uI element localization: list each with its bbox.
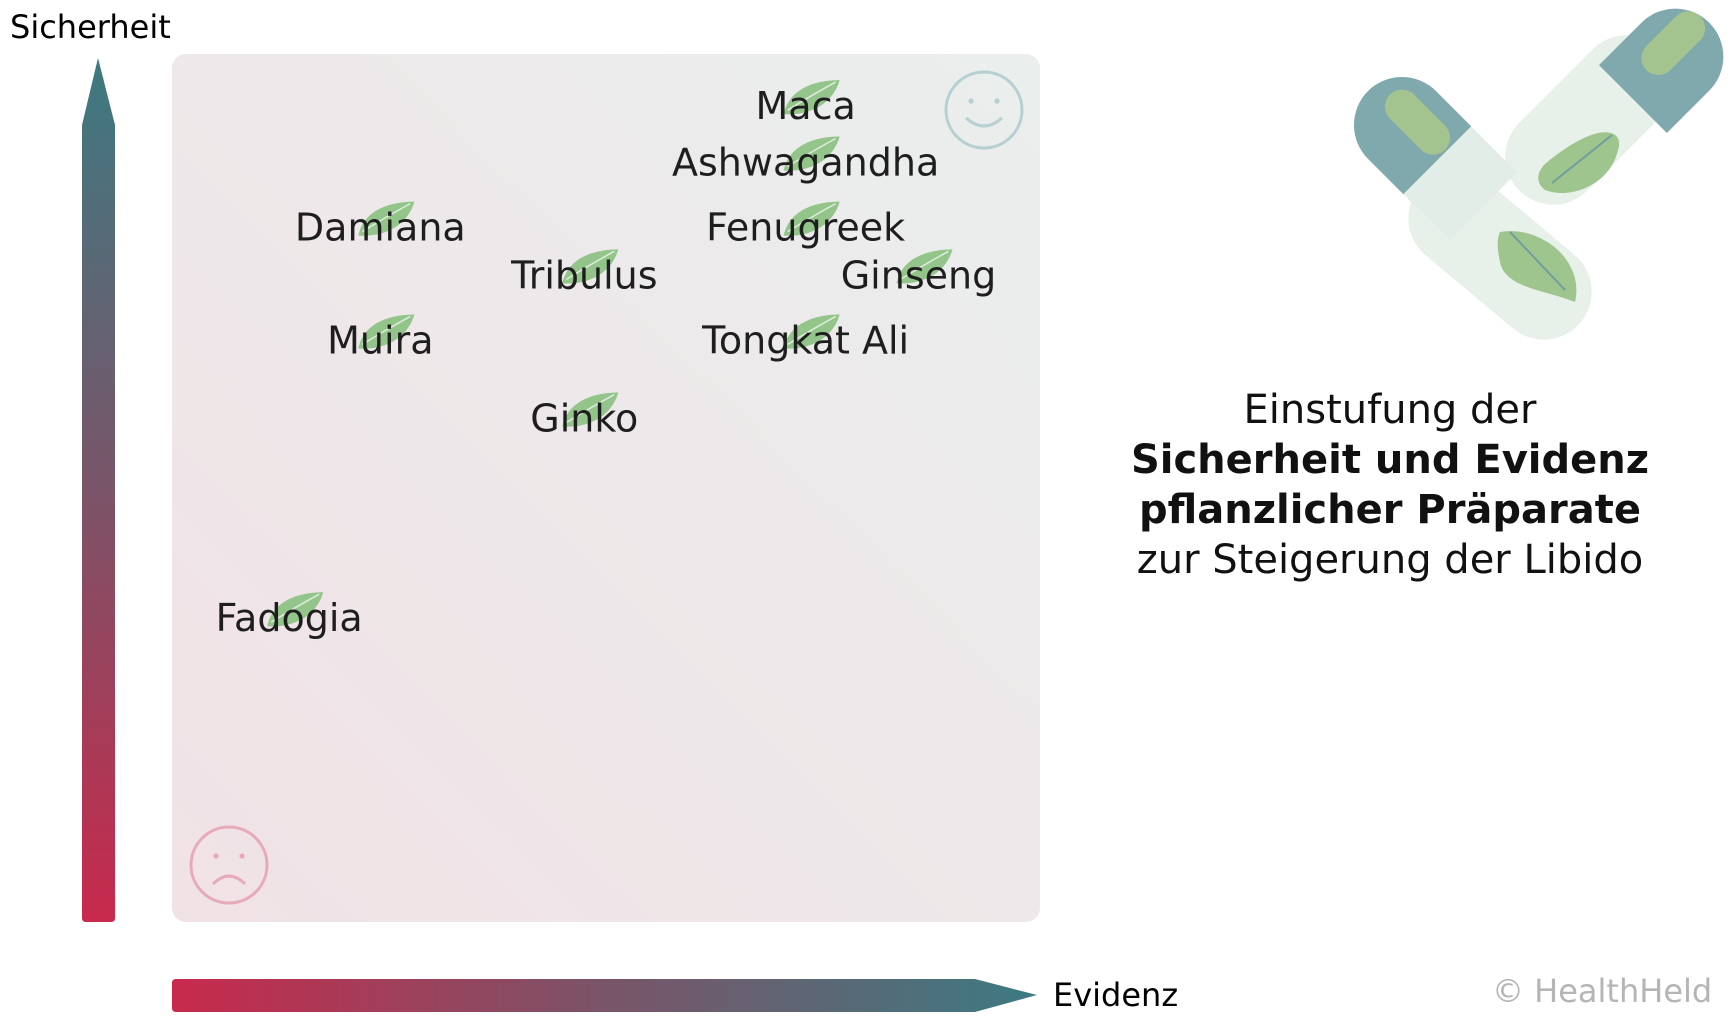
title-line-3: pflanzlicher Präparate xyxy=(1138,487,1642,533)
leaf-marker-icon xyxy=(783,80,840,115)
title-line-1: Einstufung der xyxy=(1243,387,1537,433)
plot-area xyxy=(172,54,1040,922)
leaf-vein xyxy=(787,315,836,346)
chart-title: Einstufung der Sicherheit und Evidenz pf… xyxy=(1090,385,1690,585)
point-label: Fenugreek xyxy=(706,206,905,250)
smiley-icon xyxy=(944,70,1024,150)
x-axis-label: Evidenz xyxy=(1053,976,1178,1014)
point-label: Damiana xyxy=(295,206,466,250)
leaf-vein xyxy=(787,202,836,233)
point-label: Muira xyxy=(327,318,433,362)
point-label: Tongkat Ali xyxy=(701,318,909,362)
data-point: Maca xyxy=(756,80,856,128)
copyright-credit: © HealthHeld xyxy=(1492,972,1713,1010)
leaf-vein xyxy=(787,81,836,111)
point-label: Ginseng xyxy=(841,253,996,297)
data-point: Damiana xyxy=(295,201,466,250)
y-axis-arrow xyxy=(82,58,115,922)
leaf-vein xyxy=(361,315,411,346)
point-label: Maca xyxy=(756,84,856,128)
data-point: Ginseng xyxy=(841,249,996,297)
data-point: Fenugreek xyxy=(706,201,905,250)
data-point: Tongkat Ali xyxy=(701,314,909,362)
y-axis-label: Sicherheit xyxy=(10,8,171,46)
data-point: Ashwagandha xyxy=(672,136,939,185)
herbal-capsules-icon xyxy=(1353,8,1724,340)
point-label: Ashwagandha xyxy=(672,141,939,185)
title-line-2: Sicherheit und Evidenz xyxy=(1130,437,1650,483)
leaf-marker-icon xyxy=(783,314,840,349)
leaf-vein xyxy=(565,393,615,424)
point-label: Tribulus xyxy=(510,253,657,297)
title-line-4: zur Steigerung der Libido xyxy=(1136,537,1644,583)
data-point: Muira xyxy=(327,314,433,362)
data-point: Fadogia xyxy=(216,592,363,640)
data-point: Tribulus xyxy=(510,249,658,297)
leaf-marker-icon xyxy=(896,249,953,284)
point-label: Ginko xyxy=(530,397,638,441)
leaf-marker-icon xyxy=(562,392,619,427)
leaf-marker-icon xyxy=(267,592,324,627)
leaf-marker-icon xyxy=(358,314,415,349)
point-label: Fadogia xyxy=(216,596,363,640)
leaf-marker-icon xyxy=(783,136,840,171)
leaf-vein xyxy=(270,593,320,623)
leaf-vein xyxy=(361,202,411,233)
leaf-marker-icon xyxy=(783,201,840,236)
leaf-marker-icon xyxy=(562,249,619,284)
data-points: Maca Ashwagandha Damiana Fenugreek Tribulus G… xyxy=(216,80,996,640)
data-point: Ginko xyxy=(530,392,638,441)
x-axis-arrow xyxy=(172,979,1037,1012)
leaf-vein xyxy=(900,250,949,280)
frowny-icon xyxy=(189,825,269,905)
leaf-vein xyxy=(565,250,615,280)
leaf-marker-icon xyxy=(358,201,415,236)
leaf-vein xyxy=(787,137,836,168)
